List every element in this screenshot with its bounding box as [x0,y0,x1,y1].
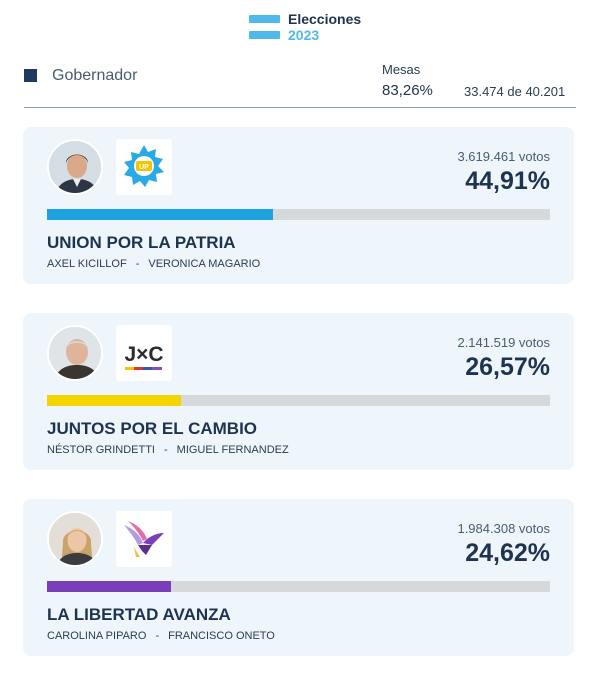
candidate-avatar [47,325,103,381]
candidate-separator: - [155,630,160,642]
vote-percent: 24,62% [465,539,550,567]
union-por-la-patria-logo-icon: UP [116,139,172,195]
svg-text:J×C: J×C [124,343,163,366]
brand-title: Elecciones [288,11,362,27]
result-card-la-libertad-avanza[interactable]: 1.984.308 votos 24,62% LA LIBERTAD AVANZ… [23,499,574,656]
section-title: Gobernador [52,67,138,84]
results-header: Elecciones 2023 Gobernador Mesas 83,26% … [0,0,599,110]
brand-year: 2023 [288,27,320,43]
la-libertad-avanza-logo-icon [116,511,172,567]
vote-share-bar [47,209,550,220]
result-card-juntos-por-el-cambio[interactable]: J×C 2.141.519 votos 26,57% JUNTOS POR EL… [23,313,574,470]
juntos-por-el-cambio-logo-icon: J×C [116,325,172,381]
candidate-avatar [47,139,103,195]
vote-share-bar-fill [47,209,273,220]
vote-share-bar [47,395,550,406]
governor-candidate: NÉSTOR GRINDETTI [47,444,155,456]
votes-count: 3.619.461 votos [457,149,550,164]
candidates-line: NÉSTOR GRINDETTI - MIGUEL FERNANDEZ [47,444,289,456]
mesas-count: 33.474 de 40.201 [464,84,566,99]
party-name: UNION POR LA PATRIA [47,233,236,252]
svg-text:UP: UP [139,164,149,171]
mesas-label: Mesas [382,62,421,77]
vote-share-bar-fill [47,395,181,406]
governor-candidate: CAROLINA PIPARO [47,630,147,642]
mesas-percent: 83,26% [382,82,433,99]
candidate-separator: - [163,444,168,456]
candidates-line: CAROLINA PIPARO - FRANCISCO ONETO [47,630,275,642]
candidate-avatar [47,511,103,567]
vote-percent: 26,57% [465,353,550,381]
argentina-flag-icon [249,13,280,41]
vote-share-bar-fill [47,581,171,592]
header-divider [24,107,576,108]
result-card-union-por-la-patria[interactable]: UP 3.619.461 votos 44,91% UNION POR LA P… [23,127,574,284]
governor-candidate: AXEL KICILLOF [47,258,127,270]
vice-candidate: VERONICA MAGARIO [148,258,261,270]
party-name: LA LIBERTAD AVANZA [47,605,231,624]
vice-candidate: FRANCISCO ONETO [168,630,275,642]
section-marker-icon [24,69,37,82]
vote-share-bar [47,581,550,592]
vote-percent: 44,91% [465,167,550,195]
party-name: JUNTOS POR EL CAMBIO [47,419,258,438]
candidate-separator: - [135,258,140,270]
votes-count: 1.984.308 votos [457,521,550,536]
candidates-line: AXEL KICILLOF - VERONICA MAGARIO [47,258,260,270]
vice-candidate: MIGUEL FERNANDEZ [176,444,289,456]
votes-count: 2.141.519 votos [457,335,550,350]
